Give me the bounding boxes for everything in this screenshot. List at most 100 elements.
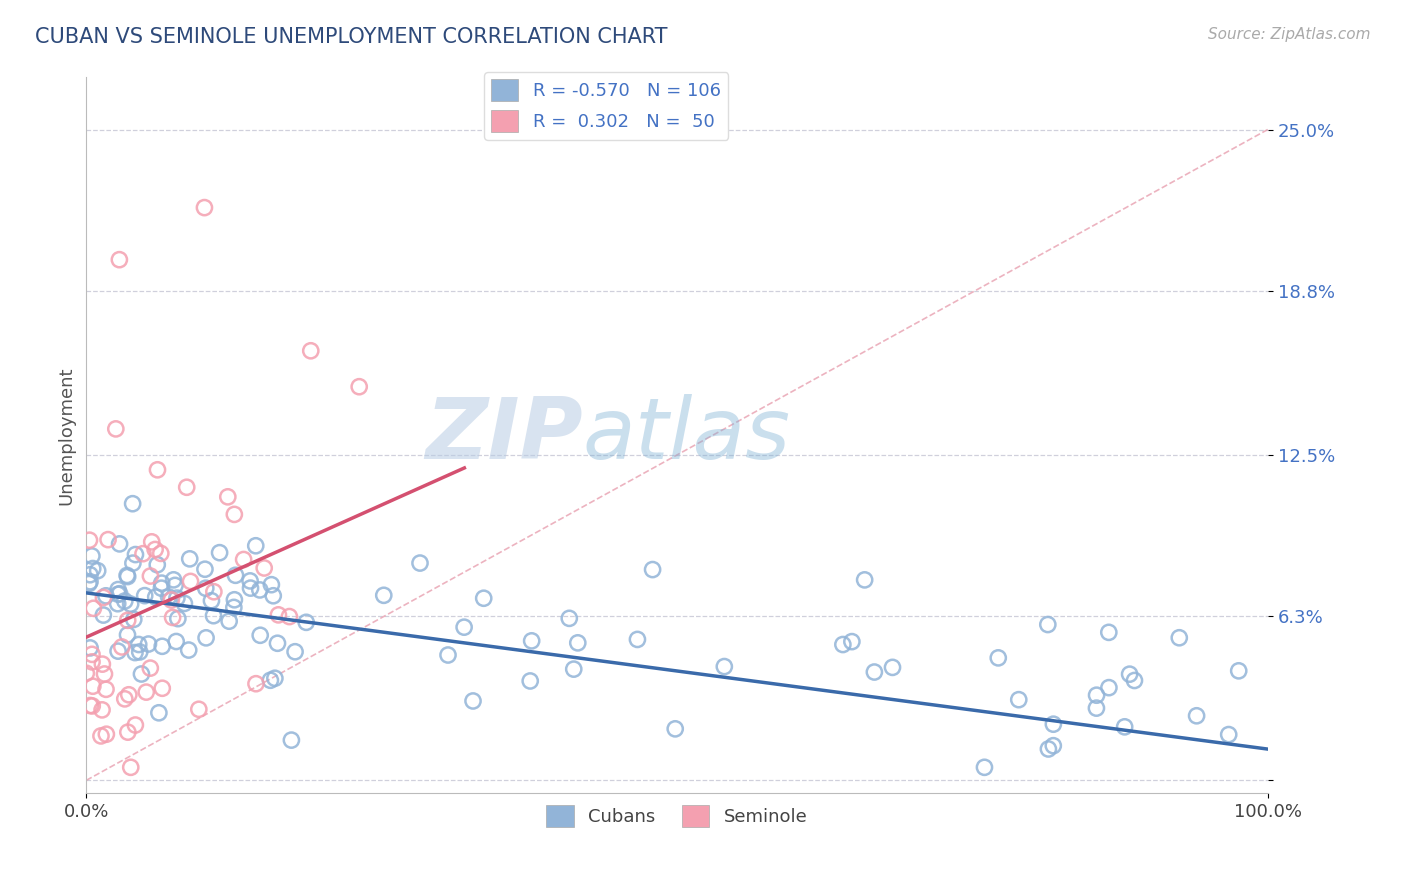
- Point: [1227, 664, 1250, 678]
- Y-axis label: Unemployment: Unemployment: [58, 366, 75, 505]
- Point: [1036, 617, 1059, 632]
- Point: [239, 581, 262, 595]
- Point: [162, 610, 184, 624]
- Point: [124, 548, 146, 562]
- Point: [104, 422, 127, 436]
- Point: [461, 694, 484, 708]
- Point: [146, 463, 169, 477]
- Point: [249, 582, 271, 597]
- Point: [97, 533, 120, 547]
- Point: [132, 547, 155, 561]
- Point: [143, 542, 166, 557]
- Point: [202, 584, 225, 599]
- Point: [1123, 673, 1146, 688]
- Point: [82, 679, 104, 693]
- Point: [115, 568, 138, 582]
- Point: [82, 601, 104, 615]
- Point: [245, 676, 267, 690]
- Point: [93, 608, 115, 623]
- Point: [409, 556, 432, 570]
- Point: [94, 589, 117, 603]
- Point: [295, 615, 318, 630]
- Text: ZIP: ZIP: [425, 394, 582, 477]
- Point: [93, 667, 115, 681]
- Point: [558, 611, 581, 625]
- Point: [202, 608, 225, 623]
- Point: [224, 592, 246, 607]
- Point: [1118, 667, 1140, 681]
- Point: [157, 590, 180, 604]
- Point: [249, 628, 271, 642]
- Point: [114, 594, 136, 608]
- Point: [139, 661, 162, 675]
- Point: [217, 490, 239, 504]
- Point: [94, 682, 117, 697]
- Point: [1038, 742, 1060, 756]
- Point: [135, 685, 157, 699]
- Text: atlas: atlas: [582, 394, 790, 477]
- Point: [1114, 720, 1136, 734]
- Point: [91, 703, 114, 717]
- Point: [77, 576, 100, 591]
- Point: [117, 628, 139, 642]
- Point: [280, 733, 302, 747]
- Point: [176, 480, 198, 494]
- Point: [1085, 688, 1108, 702]
- Point: [264, 671, 287, 685]
- Point: [150, 681, 173, 696]
- Point: [107, 597, 129, 611]
- Point: [107, 587, 129, 601]
- Point: [472, 591, 495, 606]
- Point: [80, 549, 103, 563]
- Point: [107, 644, 129, 658]
- Point: [162, 573, 184, 587]
- Point: [1008, 692, 1031, 706]
- Point: [1168, 631, 1191, 645]
- Point: [160, 593, 183, 607]
- Point: [163, 578, 186, 592]
- Point: [373, 588, 395, 602]
- Point: [193, 201, 215, 215]
- Point: [111, 640, 134, 654]
- Point: [841, 634, 863, 648]
- Point: [239, 574, 262, 588]
- Point: [75, 666, 97, 681]
- Point: [120, 760, 142, 774]
- Point: [259, 673, 281, 688]
- Point: [90, 729, 112, 743]
- Point: [520, 633, 543, 648]
- Point: [107, 582, 129, 597]
- Point: [128, 645, 150, 659]
- Point: [96, 727, 118, 741]
- Point: [91, 657, 114, 672]
- Point: [200, 593, 222, 607]
- Point: [194, 581, 217, 595]
- Point: [195, 631, 218, 645]
- Point: [973, 760, 995, 774]
- Point: [253, 561, 276, 575]
- Point: [120, 597, 142, 611]
- Point: [1218, 728, 1240, 742]
- Point: [146, 558, 169, 572]
- Point: [194, 562, 217, 576]
- Point: [117, 725, 139, 739]
- Point: [519, 673, 541, 688]
- Text: CUBAN VS SEMINOLE UNEMPLOYMENT CORRELATION CHART: CUBAN VS SEMINOLE UNEMPLOYMENT CORRELATI…: [35, 27, 668, 46]
- Point: [562, 662, 585, 676]
- Point: [148, 706, 170, 720]
- Point: [626, 632, 648, 647]
- Point: [262, 589, 284, 603]
- Point: [139, 569, 162, 583]
- Text: Source: ZipAtlas.com: Source: ZipAtlas.com: [1208, 27, 1371, 42]
- Point: [567, 636, 589, 650]
- Point: [664, 722, 686, 736]
- Point: [149, 546, 172, 560]
- Point: [713, 659, 735, 673]
- Point: [222, 600, 245, 615]
- Point: [179, 552, 201, 566]
- Point: [853, 573, 876, 587]
- Point: [284, 645, 307, 659]
- Point: [245, 539, 267, 553]
- Point: [208, 546, 231, 560]
- Point: [1098, 681, 1121, 695]
